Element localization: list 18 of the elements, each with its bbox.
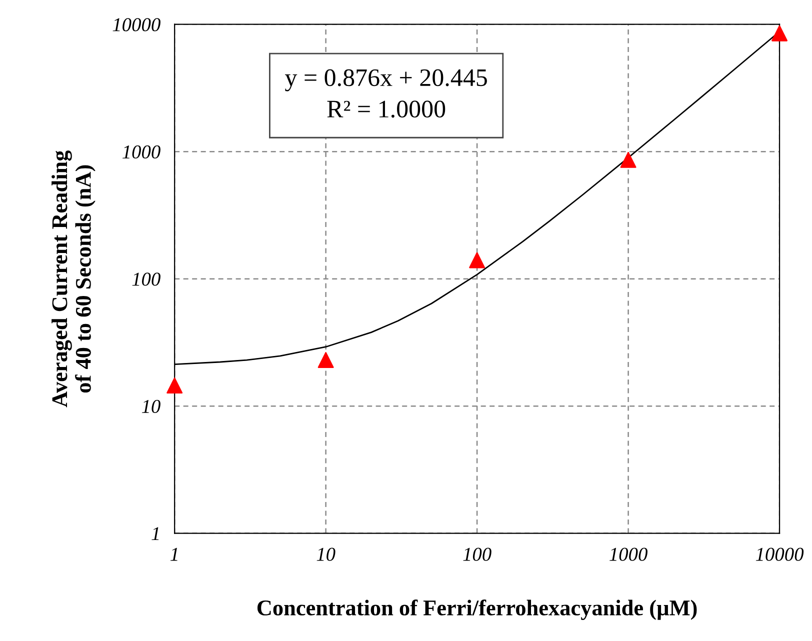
point	[318, 352, 334, 368]
y-tick-label: 10000	[112, 18, 160, 32]
point	[772, 25, 788, 42]
x-tick-label: 1000	[610, 548, 648, 561]
point	[166, 378, 183, 394]
annotation: y = 0.876x + 20.445 R² = 1.0000	[285, 69, 487, 118]
y-tick-label: 10	[142, 400, 160, 414]
x-tick-label: 10000	[756, 548, 804, 561]
x-axis-title: Concentration of Ferri/ferrohexacyanide (µM)	[257, 600, 697, 620]
x-tick-label: 10	[316, 548, 336, 561]
y-tick-label: 100	[132, 272, 160, 286]
y-tick-label: 1	[152, 527, 159, 540]
y-tick-label: 1000	[122, 145, 160, 159]
y-axis-title: Averaged Current Reading of 40 to 60 Seconds (nA)	[52, 150, 96, 408]
x-tick-label: 1	[170, 548, 178, 561]
point	[469, 252, 486, 268]
point	[620, 152, 636, 168]
x-tick-label: 100	[463, 548, 492, 561]
